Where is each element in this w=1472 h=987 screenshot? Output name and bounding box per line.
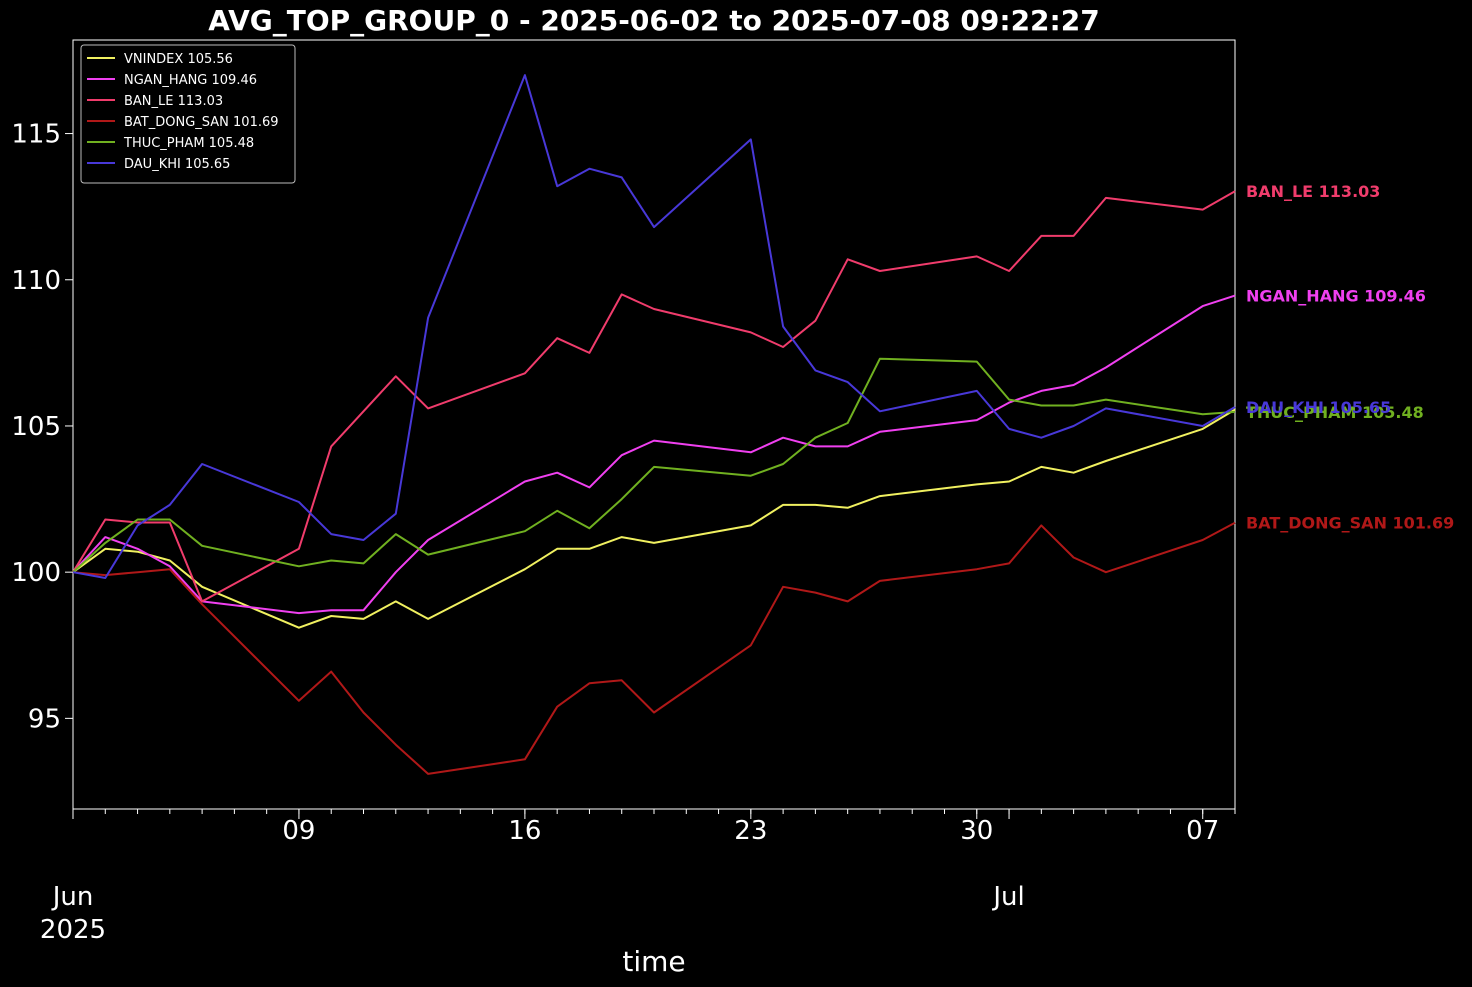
legend-entry: BAT_DONG_SAN 101.69 — [124, 115, 279, 130]
series-line-bat-dong-san — [72, 521, 1236, 775]
end-label-dau-khi: DAU_KHI 105.65 — [1246, 398, 1391, 417]
series-line-dau-khi — [72, 74, 1236, 579]
x-month-label: Jun — [51, 882, 94, 912]
legend-entry: BAN_LE 113.03 — [124, 94, 223, 109]
x-tick-label: 23 — [734, 816, 767, 846]
y-tick-label: 95 — [28, 704, 61, 734]
y-tick-label: 115 — [11, 120, 61, 150]
legend-entry: VNINDEX 105.56 — [124, 52, 233, 67]
end-label-bat-dong-san: BAT_DONG_SAN 101.69 — [1246, 514, 1454, 533]
end-label-ban-le: BAN_LE 113.03 — [1246, 182, 1380, 201]
y-tick-label: 105 — [11, 412, 61, 442]
y-tick-label: 110 — [11, 266, 61, 296]
y-tick-label: 100 — [11, 558, 61, 588]
legend-box — [80, 44, 296, 184]
x-tick-label: 30 — [960, 816, 993, 846]
chart-title: AVG_TOP_GROUP_0 - 2025-06-02 to 2025-07-… — [208, 4, 1099, 37]
end-label-ngan-hang: NGAN_HANG 109.46 — [1246, 287, 1426, 306]
x-tick-label: 16 — [508, 816, 541, 846]
series-line-ngan-hang — [72, 294, 1236, 615]
x-tick-label: 09 — [282, 816, 315, 846]
series-line-ban-le — [72, 190, 1236, 603]
x-year-label: 2025 — [40, 915, 106, 945]
legend-entry: DAU_KHI 105.65 — [124, 157, 230, 172]
legend-entry: THUC_PHAM 105.48 — [123, 136, 254, 151]
legend-entry: NGAN_HANG 109.46 — [124, 73, 257, 88]
legend: VNINDEX 105.56 NGAN_HANG 109.46 BAN_LE 113… — [80, 44, 296, 184]
end-label-thuc-pham: THUC_PHAM 105.48 — [1246, 403, 1424, 422]
x-month-label: Jul — [991, 882, 1024, 912]
x-axis-label: time — [622, 945, 685, 978]
series-line-vnindex — [72, 408, 1236, 629]
x-tick-label: 07 — [1186, 816, 1219, 846]
series-line-thuc-pham — [72, 357, 1236, 573]
